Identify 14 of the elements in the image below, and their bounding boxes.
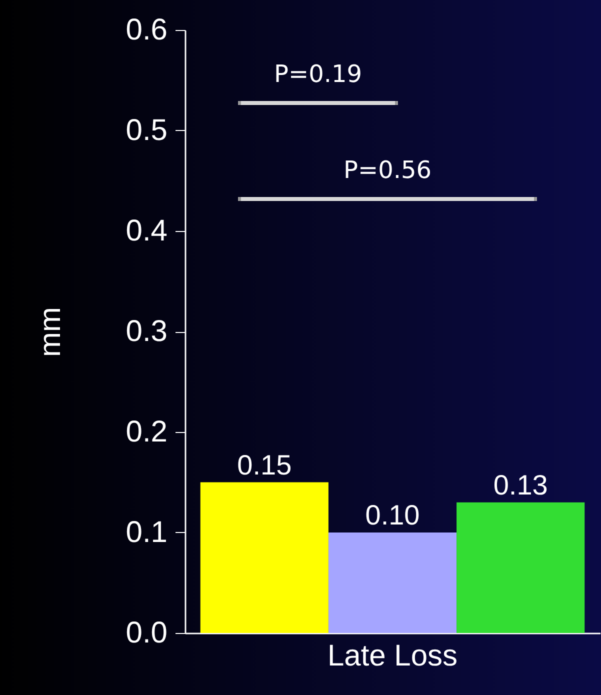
- y-tick-label: 0.0: [126, 616, 168, 650]
- y-tick-label: 0.1: [126, 516, 168, 549]
- data-label: 0.15: [237, 449, 292, 480]
- y-tick-label: 0.3: [126, 315, 168, 348]
- data-label: 0.13: [493, 469, 548, 500]
- data-label: 0.10: [365, 500, 420, 530]
- y-tick-label: 0.6: [126, 14, 168, 46]
- annotation: P=0.56: [343, 156, 432, 184]
- y-axis-title: mm: [34, 307, 67, 357]
- y-tick-label: 0.2: [126, 416, 168, 448]
- y-tick-label: 0.4: [126, 214, 168, 248]
- x-tick-label: Late Loss: [327, 640, 458, 672]
- y-tick-label: 0.5: [126, 114, 168, 147]
- annotation: P=0.19: [274, 60, 362, 88]
